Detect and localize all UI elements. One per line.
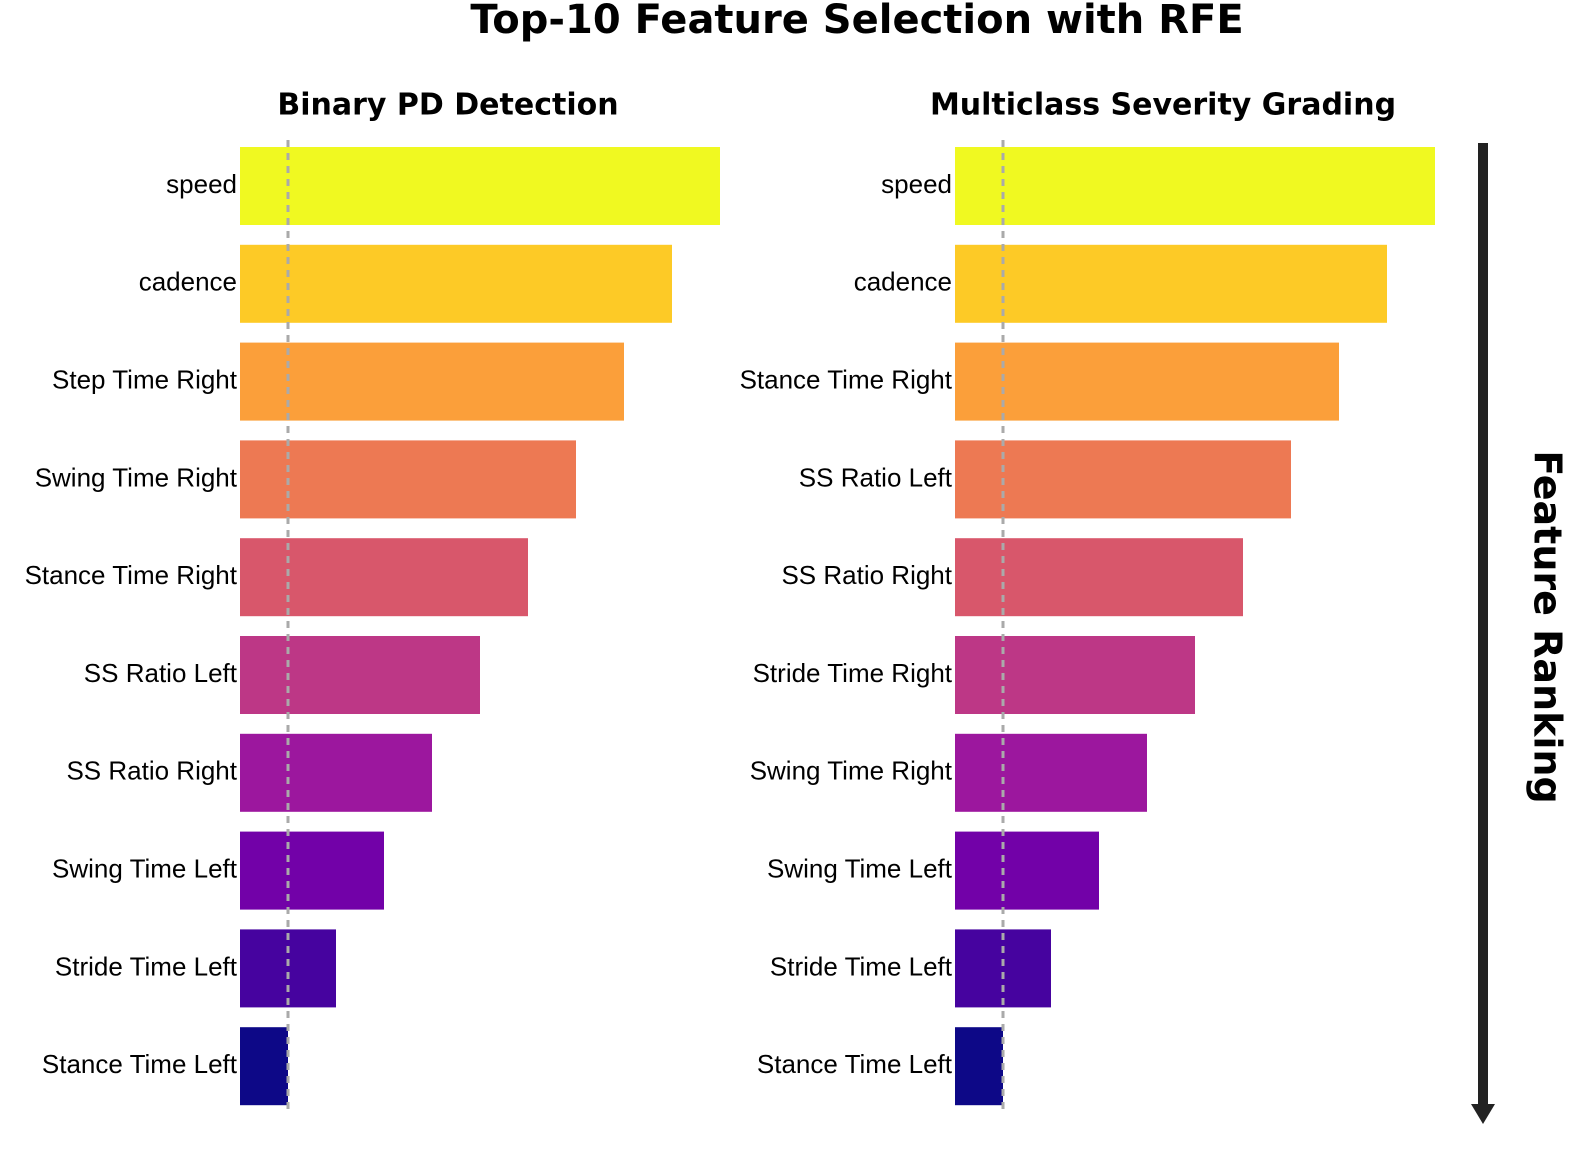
bar — [240, 1027, 288, 1106]
bar — [955, 636, 1195, 714]
category-label: Stance Time Right — [25, 560, 238, 590]
category-label: Stance Time Right — [740, 364, 953, 394]
bar — [955, 244, 1387, 323]
category-label: Swing Time Left — [52, 853, 238, 883]
bar — [240, 342, 624, 421]
ranking-arrowhead — [1471, 1104, 1495, 1124]
category-label: Stride Time Left — [770, 951, 953, 981]
ranking-label: Feature Ranking — [1526, 450, 1570, 803]
bar — [240, 440, 576, 519]
bar — [955, 440, 1291, 519]
category-label: Stance Time Left — [757, 1049, 953, 1079]
bar — [240, 929, 336, 1008]
category-label: Swing Time Left — [767, 853, 953, 883]
chart-title: Top-10 Feature Selection with RFE — [470, 0, 1243, 43]
bar — [240, 147, 720, 225]
bar — [240, 636, 480, 714]
category-label: Swing Time Right — [35, 462, 238, 492]
category-label: speed — [166, 169, 237, 199]
category-label: speed — [881, 169, 952, 199]
category-label: SS Ratio Right — [781, 560, 952, 590]
panel-title: Multiclass Severity Grading — [930, 88, 1396, 123]
bar — [240, 244, 672, 323]
category-label: Stride Time Right — [753, 658, 953, 688]
category-label: Stance Time Left — [42, 1049, 238, 1079]
bar — [955, 929, 1051, 1008]
bar — [955, 831, 1099, 910]
bar — [955, 733, 1147, 812]
category-label: SS Ratio Left — [799, 462, 953, 492]
bar — [955, 342, 1339, 421]
category-label: SS Ratio Right — [66, 756, 237, 786]
bar — [955, 1027, 1003, 1106]
category-label: SS Ratio Left — [84, 658, 238, 688]
bar — [240, 538, 528, 617]
panel-title: Binary PD Detection — [277, 88, 618, 123]
category-label: cadence — [854, 267, 952, 297]
bar — [955, 538, 1243, 617]
category-label: Swing Time Right — [750, 756, 953, 786]
category-label: Step Time Right — [52, 364, 238, 394]
category-label: cadence — [139, 267, 237, 297]
bar — [955, 147, 1435, 225]
category-label: Stride Time Left — [55, 951, 238, 981]
bar — [240, 733, 432, 812]
bar — [240, 831, 384, 910]
